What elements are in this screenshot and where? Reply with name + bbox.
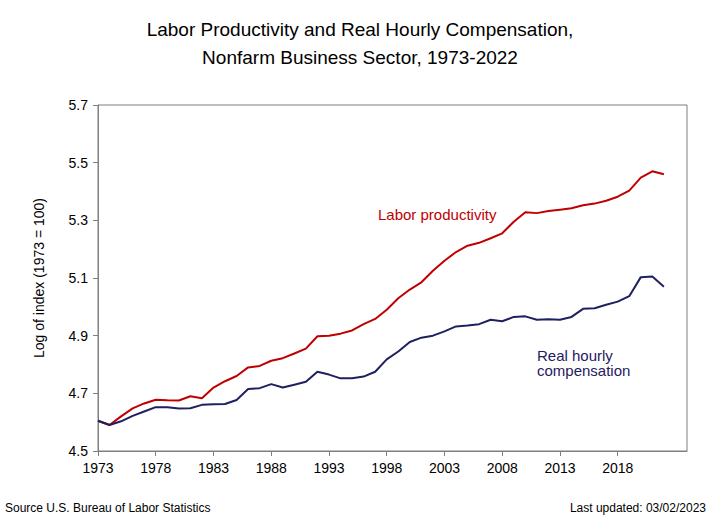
svg-text:5.1: 5.1	[69, 270, 89, 286]
svg-text:5.3: 5.3	[69, 212, 89, 228]
svg-text:2018: 2018	[602, 460, 633, 476]
svg-text:1973: 1973	[82, 460, 113, 476]
svg-text:Log of index (1973 = 100): Log of index (1973 = 100)	[31, 198, 47, 358]
svg-text:1988: 1988	[256, 460, 287, 476]
svg-text:1978: 1978	[140, 460, 171, 476]
svg-text:2003: 2003	[429, 460, 460, 476]
svg-text:Source U.S. Bureau of Labor St: Source U.S. Bureau of Labor Statistics	[5, 501, 210, 515]
svg-text:4.7: 4.7	[69, 385, 89, 401]
svg-text:Real hourly: Real hourly	[537, 347, 617, 364]
svg-text:5.7: 5.7	[69, 97, 89, 113]
svg-text:Nonfarm Business Sector, 1973-: Nonfarm Business Sector, 1973-2022	[202, 47, 518, 68]
svg-text:compensation: compensation	[537, 362, 630, 379]
svg-text:Labor productivity: Labor productivity	[378, 206, 497, 223]
svg-text:Labor Productivity and Real Ho: Labor Productivity and Real Hourly Compe…	[147, 19, 574, 40]
svg-text:2008: 2008	[487, 460, 518, 476]
svg-text:Last updated: 03/02/2023: Last updated: 03/02/2023	[570, 501, 706, 515]
svg-text:4.9: 4.9	[69, 328, 89, 344]
svg-text:1993: 1993	[313, 460, 344, 476]
svg-text:5.5: 5.5	[69, 155, 89, 171]
svg-text:4.5: 4.5	[69, 443, 89, 459]
svg-text:1998: 1998	[371, 460, 402, 476]
svg-text:1983: 1983	[198, 460, 229, 476]
svg-text:2013: 2013	[544, 460, 575, 476]
